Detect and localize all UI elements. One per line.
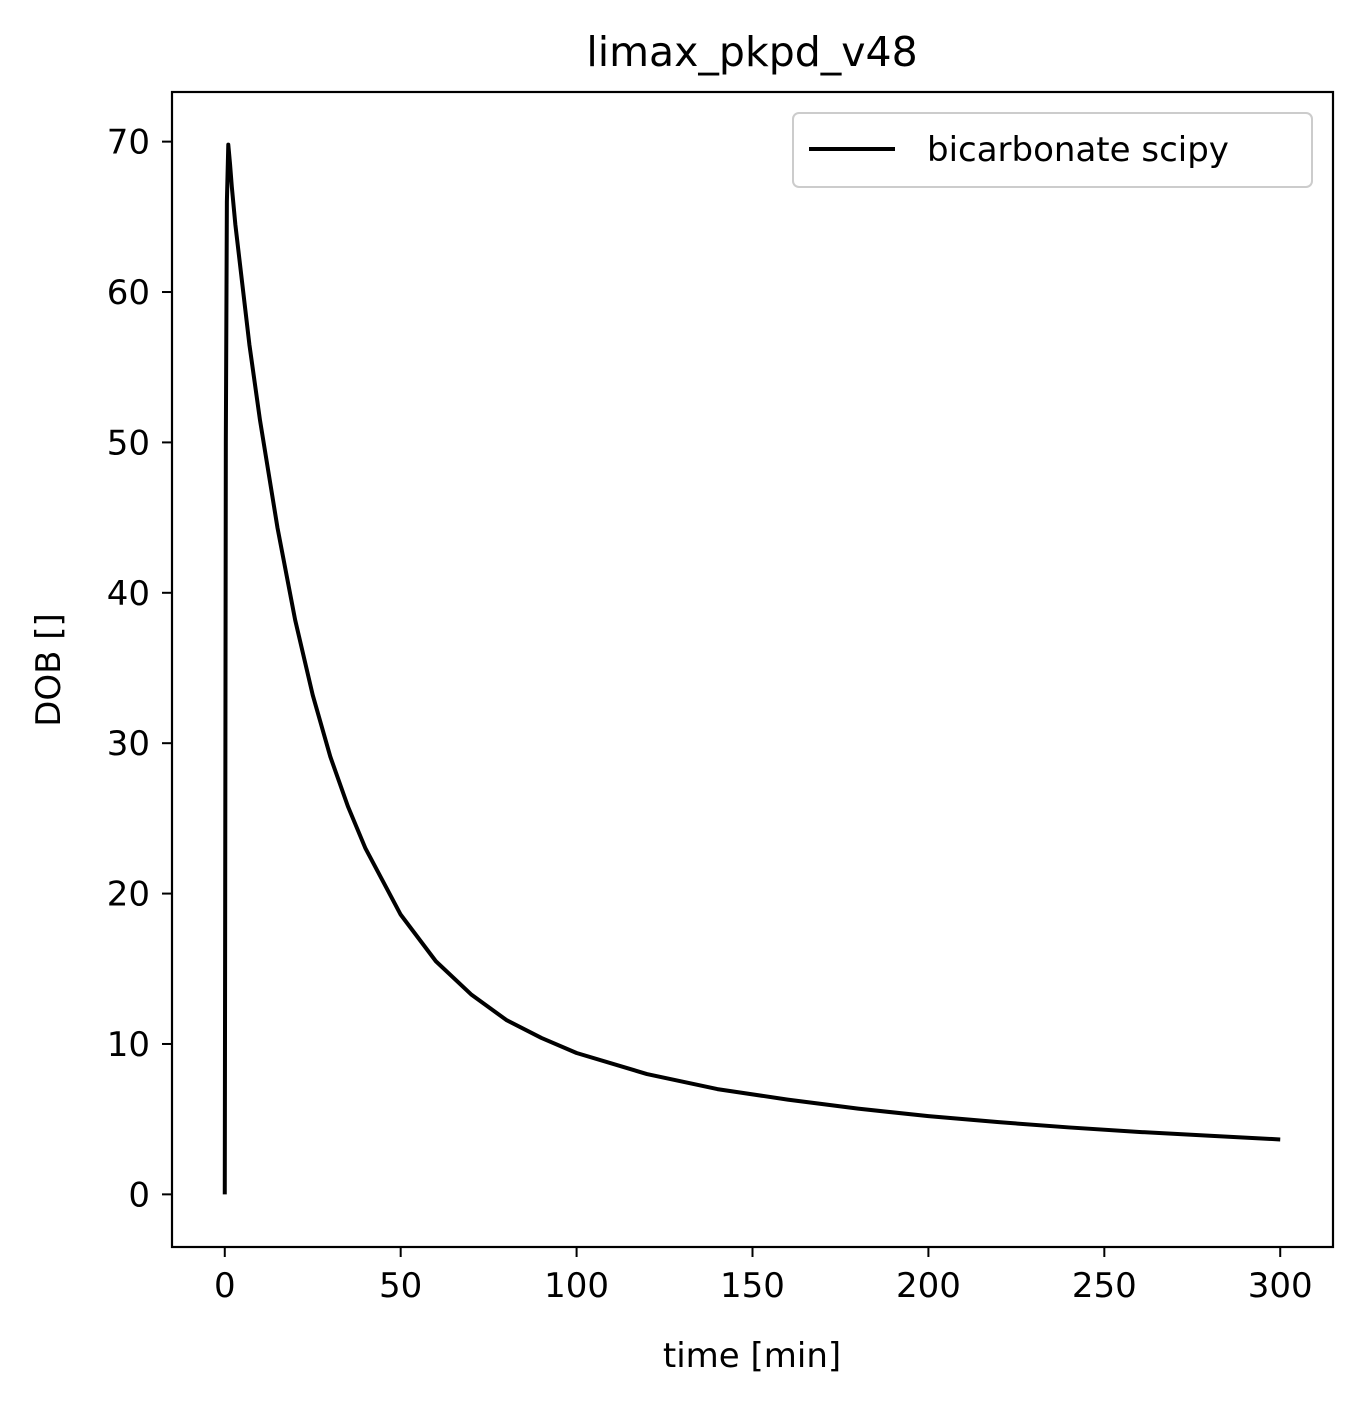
- series-line-0: [222, 142, 1281, 1195]
- x-tick-label: 50: [379, 1266, 422, 1306]
- y-tick-label: 40: [107, 574, 150, 614]
- y-tick-label: 50: [107, 423, 150, 463]
- series-layer: [222, 142, 1281, 1195]
- plot-area-frame: [170, 90, 1335, 1249]
- y-tick-label: 0: [128, 1175, 150, 1215]
- x-tick-label: 200: [896, 1266, 961, 1306]
- x-axis-label: time [min]: [663, 1336, 841, 1376]
- x-tick-label: 100: [544, 1266, 609, 1306]
- x-tick-label: 300: [1248, 1266, 1313, 1306]
- x-axis: 0 50 100 150 200 250 300: [214, 1247, 1313, 1306]
- y-tick-label: 70: [107, 123, 150, 163]
- legend: bicarbonate scipy: [792, 112, 1313, 188]
- y-tick-label: 60: [107, 273, 150, 313]
- legend-entry-label: bicarbonate scipy: [927, 130, 1229, 170]
- y-axis-label: DOB []: [29, 613, 69, 727]
- legend-frame: [792, 112, 1313, 188]
- y-tick-label: 30: [107, 724, 150, 764]
- x-tick-label: 250: [1072, 1266, 1137, 1306]
- x-tick-label: 0: [214, 1266, 236, 1306]
- chart-title: limax_pkpd_v48: [586, 28, 917, 76]
- y-axis: 0 10 20 30 40 50 60 70: [107, 123, 172, 1215]
- y-tick-label: 10: [107, 1025, 150, 1065]
- x-tick-label: 150: [720, 1266, 785, 1306]
- y-tick-label: 20: [107, 875, 150, 915]
